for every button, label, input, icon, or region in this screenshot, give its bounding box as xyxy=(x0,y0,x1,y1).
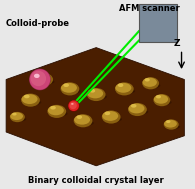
Ellipse shape xyxy=(69,102,77,109)
Ellipse shape xyxy=(102,111,118,121)
Ellipse shape xyxy=(61,83,77,93)
Ellipse shape xyxy=(47,105,66,118)
Ellipse shape xyxy=(87,88,105,101)
Polygon shape xyxy=(6,48,184,166)
Text: AFM scanner: AFM scanner xyxy=(119,4,179,12)
Ellipse shape xyxy=(29,69,51,90)
Ellipse shape xyxy=(105,112,110,115)
Ellipse shape xyxy=(143,78,157,87)
Ellipse shape xyxy=(131,104,136,108)
Ellipse shape xyxy=(30,69,50,90)
Ellipse shape xyxy=(68,101,79,111)
Text: Binary colloidal crystal layer: Binary colloidal crystal layer xyxy=(28,176,164,184)
Ellipse shape xyxy=(11,117,26,122)
Ellipse shape xyxy=(63,83,69,87)
Ellipse shape xyxy=(74,120,94,126)
Ellipse shape xyxy=(71,103,74,105)
Ellipse shape xyxy=(164,119,179,130)
Bar xyxy=(139,5,177,42)
Ellipse shape xyxy=(22,99,41,105)
Ellipse shape xyxy=(156,95,161,98)
Ellipse shape xyxy=(76,115,82,119)
Ellipse shape xyxy=(48,105,64,115)
Ellipse shape xyxy=(166,120,170,123)
Ellipse shape xyxy=(68,100,79,112)
Ellipse shape xyxy=(21,94,40,107)
Ellipse shape xyxy=(24,95,30,98)
Ellipse shape xyxy=(90,89,95,93)
Ellipse shape xyxy=(61,88,81,94)
Text: Colloid-probe: Colloid-probe xyxy=(6,19,70,29)
Ellipse shape xyxy=(35,79,54,85)
Ellipse shape xyxy=(35,74,51,83)
Ellipse shape xyxy=(74,115,90,125)
Text: Z: Z xyxy=(174,39,180,48)
Ellipse shape xyxy=(115,88,135,94)
Ellipse shape xyxy=(50,106,56,110)
Ellipse shape xyxy=(87,88,103,98)
Ellipse shape xyxy=(31,71,46,86)
Ellipse shape xyxy=(118,83,123,87)
Ellipse shape xyxy=(22,94,38,104)
Ellipse shape xyxy=(129,109,148,115)
Ellipse shape xyxy=(10,112,25,122)
Ellipse shape xyxy=(48,111,67,117)
Ellipse shape xyxy=(74,114,92,127)
Ellipse shape xyxy=(12,113,17,115)
Ellipse shape xyxy=(37,74,43,78)
Ellipse shape xyxy=(129,104,144,113)
Ellipse shape xyxy=(102,110,121,124)
Ellipse shape xyxy=(164,120,177,128)
Ellipse shape xyxy=(34,74,40,78)
Ellipse shape xyxy=(143,83,160,88)
Ellipse shape xyxy=(154,94,168,104)
Ellipse shape xyxy=(164,124,180,129)
Ellipse shape xyxy=(128,103,147,116)
Ellipse shape xyxy=(10,112,23,120)
Ellipse shape xyxy=(145,78,150,81)
Ellipse shape xyxy=(154,100,172,105)
Ellipse shape xyxy=(142,77,159,89)
Ellipse shape xyxy=(115,82,134,95)
Ellipse shape xyxy=(34,73,53,86)
Ellipse shape xyxy=(60,82,79,95)
Ellipse shape xyxy=(115,83,131,93)
Ellipse shape xyxy=(102,116,122,122)
Ellipse shape xyxy=(153,94,170,106)
Ellipse shape xyxy=(87,94,107,100)
